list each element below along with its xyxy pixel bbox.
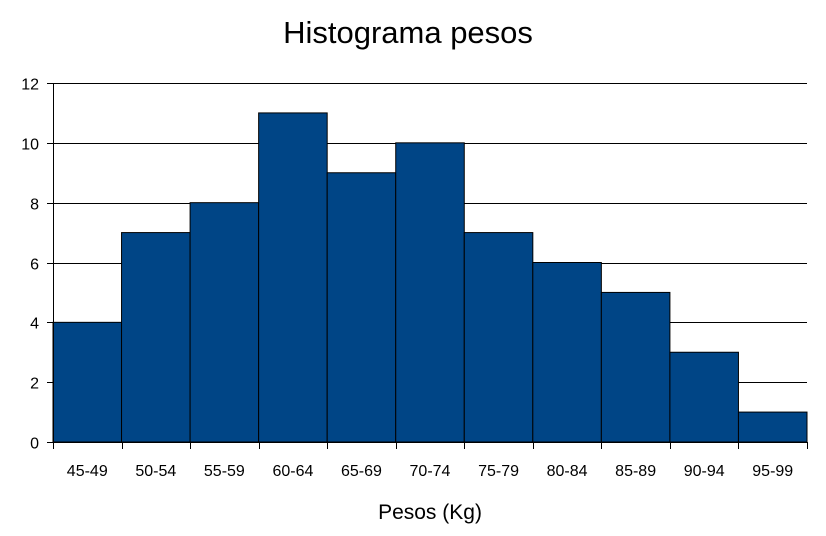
y-axis-ticks: 0 2 4 6 8 10 12 [21, 77, 53, 453]
axes [53, 83, 807, 443]
bar-80-84 [532, 262, 602, 443]
x-tick-label: 95-99 [752, 463, 793, 480]
x-tick-label: 90-94 [684, 463, 725, 480]
y-tick-label: 6 [30, 257, 39, 274]
y-tick-label: 4 [30, 316, 39, 333]
x-tick-label: 85-89 [615, 463, 656, 480]
x-tick-label: 70-74 [410, 463, 451, 480]
x-tick-label: 45-49 [67, 463, 108, 480]
x-tick-label: 60-64 [272, 463, 313, 480]
bar-75-79 [463, 232, 534, 443]
x-tick-label: 65-69 [341, 463, 382, 480]
y-tick-label: 8 [30, 197, 39, 214]
bar-95-99 [737, 411, 808, 443]
bars [52, 112, 808, 443]
bar-70-74 [395, 142, 465, 443]
y-tick-label: 12 [21, 77, 39, 94]
y-tick-label: 10 [21, 137, 39, 154]
x-axis-label: Pesos (Kg) [378, 501, 482, 524]
bar-50-54 [121, 232, 191, 443]
bar-85-89 [600, 291, 671, 443]
bar-90-94 [669, 351, 739, 443]
y-tick-label: 2 [30, 376, 39, 393]
bar-55-59 [189, 202, 260, 443]
x-tick-label: 50-54 [135, 463, 176, 480]
bar-65-69 [326, 172, 397, 443]
x-tick-label: 55-59 [204, 463, 245, 480]
bar-45-49 [52, 321, 123, 443]
x-tick-label: 80-84 [547, 463, 588, 480]
chart-title: Histograma pesos [283, 15, 533, 50]
x-axis-ticks: 45-49 50-54 55-59 60-64 65-69 70-74 75-79 80-84… [53, 442, 808, 480]
bar-60-64 [258, 112, 328, 443]
x-tick-label: 75-79 [478, 463, 519, 480]
y-tick-label: 0 [30, 436, 39, 453]
